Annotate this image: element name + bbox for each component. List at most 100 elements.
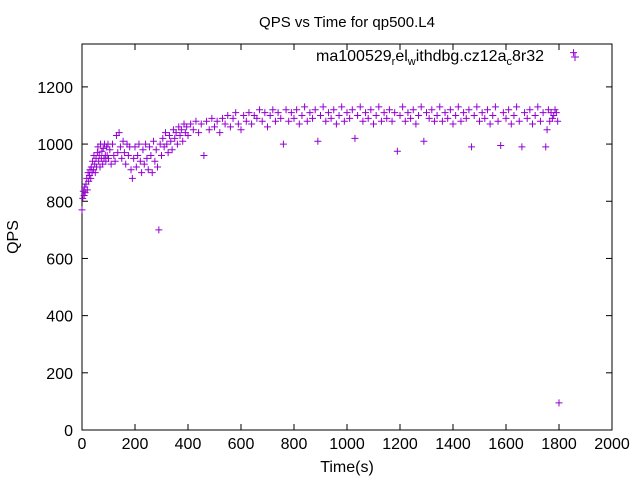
data-point [106,146,114,154]
data-point [152,146,160,154]
data-point [189,126,197,134]
data-point [303,117,311,125]
data-point [301,103,309,111]
x-tick-label: 400 [175,436,202,453]
data-point [399,103,407,111]
data-point [105,154,112,162]
data-point [446,106,454,114]
scatter-points [78,49,578,407]
legend-sub-3: c [506,56,512,68]
data-point [391,109,399,117]
legend-marker [571,53,579,61]
data-point [552,109,560,117]
data-point [264,123,271,131]
data-point [146,143,154,151]
data-point [388,117,396,125]
data-point [412,120,420,128]
data-point [555,399,563,407]
x-axis-label: Time(s) [320,459,374,476]
data-point [168,146,176,154]
data-point [98,147,106,155]
data-point [385,106,393,114]
data-point [136,157,144,165]
data-point [200,152,208,160]
data-point [330,106,338,114]
data-point [167,137,175,145]
data-point [505,106,513,114]
legend-tail: 8r32 [512,48,544,65]
data-point [163,140,171,148]
data-point [187,120,195,128]
data-point [282,106,290,114]
data-point [362,109,370,117]
y-tick-label: 200 [46,366,73,383]
data-point [543,126,551,134]
data-point [340,117,348,125]
data-point [224,111,232,119]
data-point [177,126,185,134]
data-point [155,226,163,234]
plot-frame [81,43,613,431]
data-point [531,111,539,119]
data-point [256,106,264,114]
data-point [409,106,417,114]
y-tick-label: 600 [46,251,73,268]
data-point [232,109,240,117]
data-point [132,163,140,171]
data-point [425,114,433,122]
x-tick-label: 1800 [541,436,577,453]
data-point [78,206,86,214]
data-point [343,109,351,117]
data-point [173,140,181,148]
data-point [111,157,119,165]
data-point [99,144,107,152]
data-point [161,129,169,137]
data-point [253,114,261,122]
data-point [468,143,476,151]
data-point [489,111,497,119]
data-point [295,120,303,128]
data-point [138,169,146,177]
data-point [393,147,401,155]
data-point [108,140,116,148]
x-axis-ticks: 0 200 400 600 800 1000 1200 1400 1600 1800 2000 [78,44,630,453]
data-point [367,106,375,114]
data-point [158,152,165,160]
y-tick-label: 1000 [37,137,73,154]
data-point [502,114,510,122]
data-point [266,111,274,119]
x-tick-label: 200 [122,436,149,453]
data-point [377,117,385,125]
data-point [521,109,529,117]
data-point [226,123,234,131]
data-point [80,192,88,200]
data-point [351,134,359,142]
data-point [211,123,218,131]
x-tick-label: 2000 [594,436,630,453]
data-point [481,114,489,122]
data-point [107,160,115,168]
data-point [454,103,462,111]
data-point [319,103,327,111]
x-tick-label: 1200 [382,436,418,453]
data-point [311,106,319,114]
data-point [171,134,179,142]
data-point [449,120,457,128]
data-point [154,163,162,171]
data-point [380,109,388,117]
data-point [103,152,111,160]
data-point [208,114,216,122]
data-point [176,131,184,139]
y-tick-label: 1200 [37,80,73,97]
data-point [240,111,248,119]
data-point [248,120,256,128]
data-point [144,166,152,174]
data-point [213,117,221,125]
data-point [478,109,486,117]
y-axis-ticks: 0 200 400 600 800 1000 1200 [37,80,612,440]
data-point [234,120,242,128]
data-point [258,117,266,125]
data-point [404,109,412,117]
data-point [570,49,578,57]
data-point [271,117,279,125]
